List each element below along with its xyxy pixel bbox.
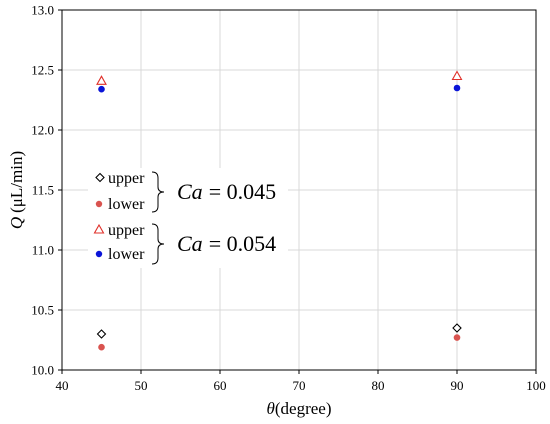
- y-axis-ticks: 10.0 10.5 11.0 11.5 12.0 12.5 13.0: [31, 3, 62, 378]
- legend-bracket-054: [151, 223, 165, 265]
- legend-bracket-045: [151, 171, 165, 213]
- data-point-diamond: [452, 323, 462, 333]
- y-tick-label: 11.0: [32, 243, 54, 258]
- data-point-circle: [98, 343, 105, 351]
- y-axis-title: Q(μL/min): [7, 151, 26, 229]
- y-tick-label: 13.0: [31, 3, 54, 18]
- legend-label-upper-045: upper: [108, 170, 145, 187]
- legend: upper lower Ca = 0.045 upper lower Ca = 0.…: [88, 168, 288, 268]
- data-point-triangle: [96, 75, 107, 85]
- legend-label-lower-054: lower: [108, 246, 145, 263]
- x-tick-label: 50: [135, 378, 148, 393]
- data-point-circle: [98, 85, 105, 93]
- y-tick-label: 12.5: [31, 63, 54, 78]
- data-point-diamond: [96, 329, 107, 339]
- x-axis-title: θ(degree): [267, 399, 332, 418]
- data-point-circle: [453, 84, 461, 92]
- y-tick-label: 11.5: [32, 183, 54, 198]
- x-tick-label: 100: [526, 378, 546, 393]
- y-tick-label: 10.5: [31, 303, 54, 318]
- legend-group-label-045: Ca = 0.045: [177, 179, 276, 204]
- legend-label-upper-054: upper: [108, 222, 145, 239]
- x-axis-ticks: 40 50 60 70 80 90 100: [56, 370, 546, 393]
- legend-marker-lower-045: [95, 200, 103, 208]
- x-tick-label: 60: [214, 378, 227, 393]
- x-tick-label: 70: [293, 378, 306, 393]
- legend-label-lower-045: lower: [108, 196, 145, 213]
- data-point-triangle: [451, 70, 463, 81]
- x-tick-label: 40: [56, 378, 69, 393]
- x-tick-label: 90: [451, 378, 464, 393]
- y-tick-label: 10.0: [31, 363, 54, 378]
- legend-background: [88, 168, 288, 268]
- data-points: [96, 70, 463, 351]
- data-point-circle: [453, 334, 461, 341]
- legend-marker-upper-045: [95, 172, 105, 183]
- y-tick-label: 12.0: [31, 123, 54, 138]
- legend-marker-upper-054: [93, 223, 105, 234]
- x-tick-label: 80: [372, 378, 385, 393]
- legend-marker-lower-054: [95, 250, 103, 258]
- legend-group-label-054: Ca = 0.054: [177, 231, 276, 256]
